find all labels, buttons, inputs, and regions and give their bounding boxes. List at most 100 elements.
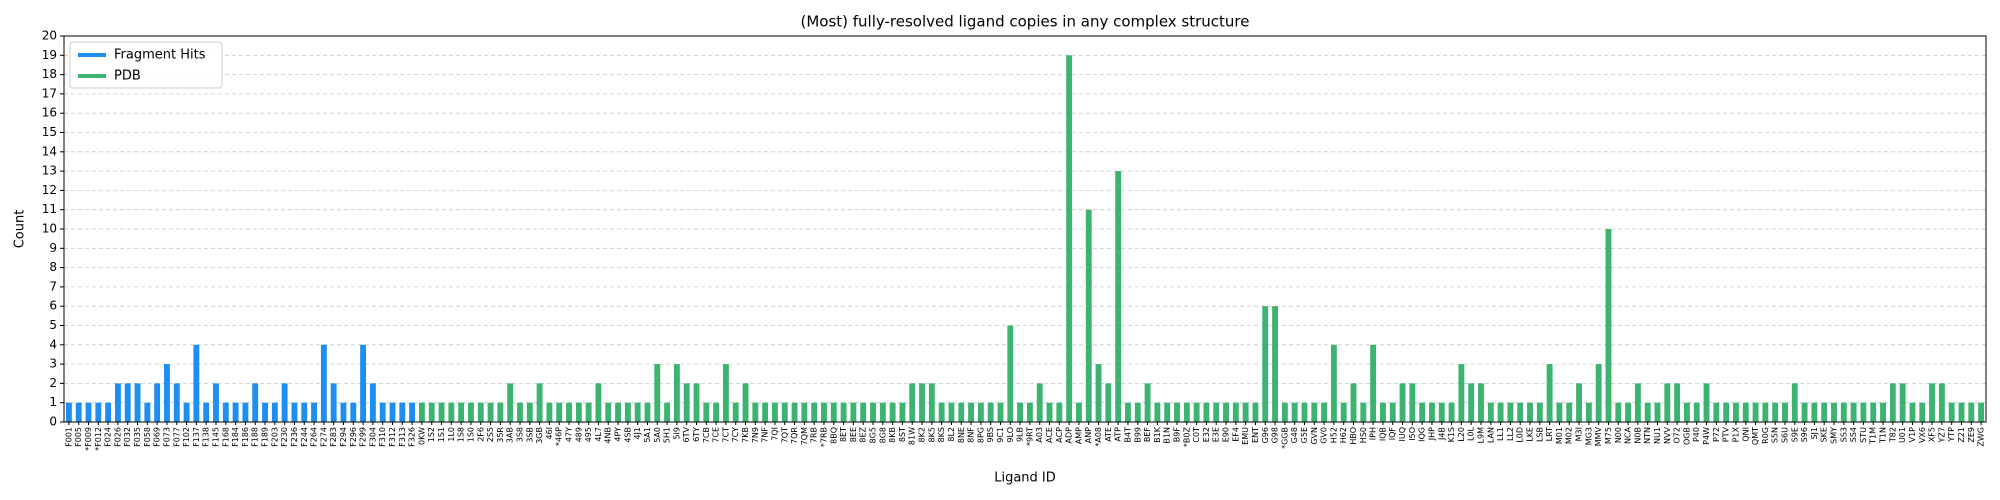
x-tick-label: LL1 (1496, 427, 1505, 441)
x-tick-label: 7QT (780, 427, 789, 443)
bar (183, 402, 190, 422)
y-tick-label: 14 (42, 144, 57, 158)
bar (958, 402, 965, 422)
bar (536, 383, 543, 422)
bar (213, 383, 219, 422)
x-tick-label: ACE (1045, 427, 1054, 443)
x-tick-label: 35R (496, 427, 505, 443)
bar (1605, 229, 1612, 422)
x-tick-label: 8G5 (869, 427, 878, 443)
bar (997, 402, 1004, 422)
bar (517, 402, 523, 422)
bar (1046, 402, 1053, 422)
bar (1066, 55, 1073, 423)
y-tick-label: 0 (49, 415, 57, 429)
bar (654, 364, 661, 422)
bar (1654, 402, 1661, 422)
x-tick-label: NCA (1624, 426, 1633, 444)
bar (1370, 344, 1377, 422)
x-tick-label: YZ7 (1937, 427, 1946, 443)
bar (311, 402, 317, 422)
bar (1664, 383, 1671, 422)
x-tick-label: 8ST (898, 427, 907, 442)
y-tick-label: 9 (49, 241, 57, 255)
x-tick-label: B1K (1153, 426, 1162, 443)
x-tick-label: 495 (584, 427, 593, 442)
x-tick-label: 0KW (417, 427, 426, 445)
x-tick-label: QMT (1751, 427, 1760, 445)
x-tick-label: VX6 (1918, 427, 1927, 443)
bar (1419, 402, 1426, 422)
bar (928, 383, 935, 422)
bar (1468, 383, 1475, 422)
x-tick-label: IQF (1388, 427, 1397, 441)
x-tick-label: SKE (1820, 427, 1829, 442)
bar (448, 402, 455, 422)
x-tick-label: G5E (1300, 427, 1309, 443)
x-tick-label: F296 (349, 427, 358, 447)
bar (919, 383, 925, 422)
bar (438, 402, 445, 422)
x-tick-label: V1P (1908, 427, 1917, 443)
x-tick-label: F005 (74, 427, 83, 447)
bar (85, 402, 92, 422)
bar (1693, 402, 1700, 422)
bar (203, 402, 210, 422)
x-tick-label: *F009 (84, 427, 93, 451)
bar (879, 402, 886, 422)
x-tick-label: 3SB (525, 427, 534, 443)
bar (811, 402, 818, 422)
x-tick-label: S96 (1800, 427, 1809, 442)
x-tick-label: 3GB (535, 427, 544, 444)
bar (850, 402, 857, 422)
x-tick-label: G96 (1261, 427, 1270, 443)
bar (252, 383, 259, 422)
bar (1144, 383, 1151, 422)
bar (1536, 402, 1543, 422)
bar (1880, 402, 1886, 422)
bar (1399, 383, 1406, 422)
x-tick-label: SMY (1830, 427, 1839, 444)
x-tick-label: 4L7 (594, 427, 603, 442)
y-tick-label: 20 (42, 29, 57, 43)
x-tick-label: LAN (1486, 427, 1495, 443)
bar (1899, 383, 1906, 422)
x-tick-label: OGB (1682, 427, 1691, 445)
bar (732, 402, 739, 422)
x-tick-label: N0B (1633, 427, 1642, 444)
bar (1772, 402, 1779, 422)
bar (1703, 383, 1710, 422)
x-tick-label: H62 (1339, 427, 1348, 443)
x-tick-label: ENT (1251, 427, 1260, 443)
bar (1193, 402, 1200, 422)
bar (1634, 383, 1641, 422)
x-tick-label: 1S0 (466, 427, 475, 442)
bar (271, 402, 278, 422)
x-tick-label: LSB (1535, 427, 1544, 442)
x-tick-label: S6U (1780, 427, 1789, 443)
x-tick-label: SS3 (1839, 427, 1848, 442)
x-tick-label: PTV (1722, 426, 1731, 442)
bar (1026, 402, 1033, 422)
y-axis-label: Count (13, 210, 28, 249)
bar (566, 402, 572, 422)
x-tick-label: 7QI (770, 427, 779, 441)
x-tick-label: F186 (241, 427, 250, 447)
x-tick-label: 5A1 (643, 427, 652, 443)
bar (1272, 306, 1278, 422)
bar (1458, 364, 1465, 422)
x-tick-label: 8KB (888, 427, 897, 443)
y-tick-label: 13 (42, 164, 57, 178)
x-tick-label: T1N (1879, 427, 1888, 444)
bar (899, 402, 906, 422)
x-axis-label: Ligand ID (994, 471, 1056, 486)
x-tick-label: F264 (310, 427, 319, 447)
x-tick-label: XF5 (1928, 427, 1937, 442)
x-tick-label: 8K5 (927, 427, 936, 442)
bar (458, 402, 465, 422)
x-tick-label: 6TV (682, 426, 691, 442)
bar (1134, 402, 1141, 422)
y-tick-label: 2 (49, 376, 57, 390)
x-tick-label: B1N (1163, 427, 1172, 444)
bar (860, 402, 867, 422)
